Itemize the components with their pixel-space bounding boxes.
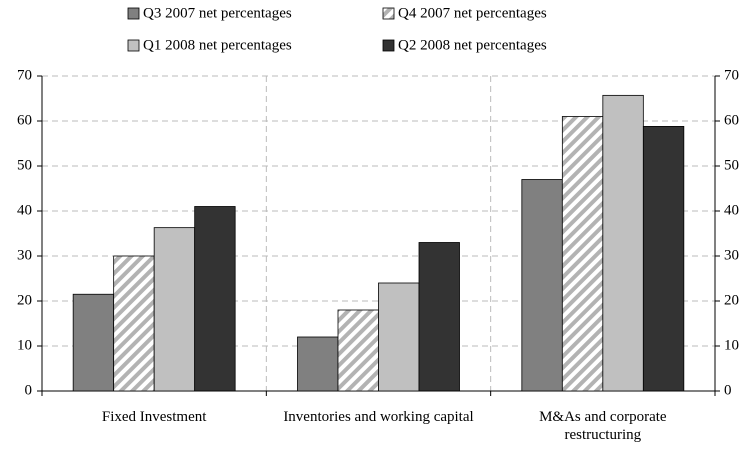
y2-tick-label: 30 (724, 247, 739, 263)
x-tick-label: M&As and corporate restructuring (539, 409, 667, 443)
y2-tick-label: 60 (724, 112, 739, 128)
y-tick-label: 70 (17, 67, 32, 83)
bar (521, 179, 563, 392)
bar (642, 126, 685, 392)
legend-swatch (127, 7, 140, 20)
y2-tick-label: 40 (724, 202, 739, 218)
legend-swatch (382, 7, 395, 20)
y2-tick-label: 20 (724, 292, 739, 308)
bar (153, 227, 196, 392)
y-tick-label: 60 (17, 112, 32, 128)
legend-label: Q1 2008 net percentages (143, 37, 292, 53)
legend-label: Q2 2008 net percentages (398, 37, 547, 53)
y-tick-label: 40 (17, 202, 32, 218)
x-tick-label: Inventories and working capital (283, 409, 474, 425)
y-tick-label: 0 (25, 382, 33, 398)
y-tick-label: 30 (17, 247, 32, 263)
bar (602, 94, 644, 392)
y-tick-label: 20 (17, 292, 32, 308)
bar (72, 293, 115, 392)
bar (337, 309, 379, 392)
bar (561, 116, 604, 392)
legend-label: Q4 2007 net percentages (398, 5, 547, 21)
x-tick-label: Fixed Investment (101, 409, 207, 425)
y2-tick-label: 10 (724, 337, 739, 353)
bar (194, 206, 236, 392)
bar (297, 336, 339, 392)
y2-tick-label: 70 (724, 67, 739, 83)
legend-swatch (382, 39, 395, 52)
bar (113, 255, 155, 392)
y2-tick-label: 0 (724, 382, 732, 398)
legend-label: Q3 2007 net percentages (143, 5, 292, 21)
bar (418, 242, 460, 392)
y2-tick-label: 50 (724, 157, 739, 173)
bar (378, 282, 420, 392)
y-tick-label: 50 (17, 157, 32, 173)
legend-swatch (127, 39, 140, 52)
y-tick-label: 10 (17, 337, 32, 353)
